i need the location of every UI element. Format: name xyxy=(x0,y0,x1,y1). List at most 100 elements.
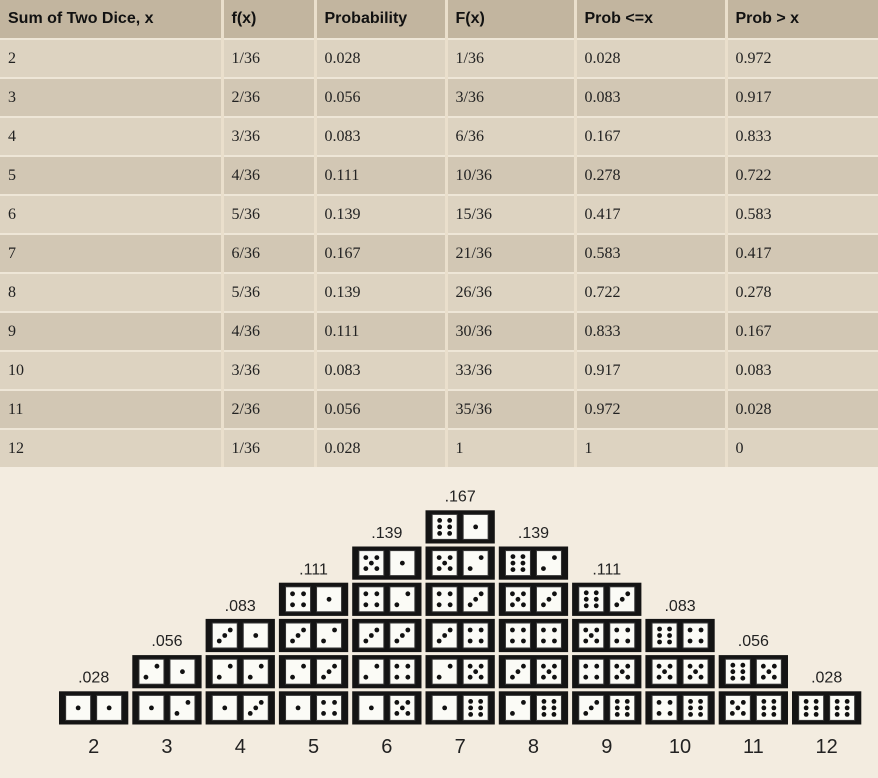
die-face-2 xyxy=(285,658,312,685)
header-cumulative-fx: F(x) xyxy=(446,0,577,39)
die-face-2 xyxy=(169,694,196,721)
cell-probability: 0.139 xyxy=(315,194,448,234)
cell-sum: 10 xyxy=(0,350,224,390)
probability-table: Sum of Two Dice, x f(x) Probability F(x)… xyxy=(0,0,878,467)
die-face-5 xyxy=(504,586,531,613)
cell-sum: 12 xyxy=(0,428,224,467)
cell-probability: 0.028 xyxy=(315,428,448,467)
die-face-5 xyxy=(535,658,562,685)
cell-fx: 5/36 xyxy=(222,272,317,312)
cell-fx: 4/36 xyxy=(222,155,317,195)
cell-cumulative-fx: 3/36 xyxy=(446,77,577,117)
die-face-4 xyxy=(285,586,312,613)
die-face-2 xyxy=(211,658,238,685)
die-face-3 xyxy=(431,622,458,649)
die-face-1 xyxy=(211,694,238,721)
cell-probability: 0.056 xyxy=(315,389,448,429)
bar-value-label: .111 xyxy=(299,561,328,578)
bar-7 xyxy=(425,510,495,725)
cell-probability: 0.139 xyxy=(315,272,448,312)
cell-prob-leq: 0.972 xyxy=(575,389,728,429)
x-tick-label: 11 xyxy=(743,736,764,758)
die-face-5 xyxy=(578,622,605,649)
cell-sum: 2 xyxy=(0,38,224,78)
bar-value-label: .139 xyxy=(371,525,402,542)
die-face-3 xyxy=(211,622,238,649)
cell-fx: 3/36 xyxy=(222,350,317,390)
table-row: 9 4/36 0.111 30/36 0.833 0.167 xyxy=(0,311,878,351)
x-tick-label: 7 xyxy=(455,736,466,758)
die-face-1 xyxy=(65,694,92,721)
cell-probability: 0.111 xyxy=(315,311,448,351)
die-face-6 xyxy=(798,694,825,721)
dice-distribution-chart: .028 2 .056 3 .083 4 .111 5 .139 6 .167 7 .139 8 .111 9… xyxy=(59,488,862,758)
table-row: 7 6/36 0.167 21/36 0.583 0.417 xyxy=(0,233,878,273)
die-face-4 xyxy=(535,622,562,649)
die-face-3 xyxy=(578,694,605,721)
bar-5 xyxy=(278,582,349,725)
bar-value-label: .139 xyxy=(518,525,549,542)
bar-6 xyxy=(352,546,422,725)
table-row: 10 3/36 0.083 33/36 0.917 0.083 xyxy=(0,350,878,390)
x-tick-label: 3 xyxy=(161,736,172,758)
die-face-1 xyxy=(169,658,196,685)
die-face-6 xyxy=(682,694,709,721)
die-face-3 xyxy=(462,586,489,613)
die-face-4 xyxy=(504,622,531,649)
die-face-6 xyxy=(462,694,489,721)
cell-sum: 4 xyxy=(0,116,224,156)
die-face-1 xyxy=(285,694,312,721)
die-face-4 xyxy=(389,658,416,685)
cell-prob-leq: 0.722 xyxy=(575,272,728,312)
die-face-1 xyxy=(358,694,385,721)
die-face-3 xyxy=(389,622,416,649)
cell-cumulative-fx: 26/36 xyxy=(446,272,577,312)
cell-prob-leq: 0.417 xyxy=(575,194,728,234)
bar-value-label: .111 xyxy=(592,561,621,578)
table-row: 3 2/36 0.056 3/36 0.083 0.917 xyxy=(0,77,878,117)
cell-cumulative-fx: 1/36 xyxy=(446,38,577,78)
x-tick-label: 6 xyxy=(381,736,392,758)
bar-value-label: .083 xyxy=(664,598,695,615)
cell-sum: 11 xyxy=(0,389,224,429)
die-face-2 xyxy=(504,694,531,721)
cell-probability: 0.167 xyxy=(315,233,448,273)
die-face-1 xyxy=(431,694,458,721)
die-face-1 xyxy=(462,513,489,540)
die-face-4 xyxy=(578,658,605,685)
x-tick-label: 5 xyxy=(308,736,319,758)
cell-probability: 0.028 xyxy=(315,38,448,78)
table-row: 5 4/36 0.111 10/36 0.278 0.722 xyxy=(0,155,878,195)
die-face-1 xyxy=(242,622,269,649)
cell-sum: 3 xyxy=(0,77,224,117)
cell-prob-gt: 0.028 xyxy=(726,389,878,429)
die-face-2 xyxy=(242,658,269,685)
table-row: 4 3/36 0.083 6/36 0.167 0.833 xyxy=(0,116,878,156)
cell-fx: 5/36 xyxy=(222,194,317,234)
bar-value-label: .083 xyxy=(225,598,256,615)
die-face-6 xyxy=(504,550,531,577)
cell-prob-leq: 0.833 xyxy=(575,311,728,351)
die-face-3 xyxy=(504,658,531,685)
die-face-4 xyxy=(651,694,678,721)
cell-fx: 4/36 xyxy=(222,311,317,351)
die-face-6 xyxy=(578,586,605,613)
bar-11 xyxy=(718,655,788,725)
bar-3 xyxy=(132,655,202,725)
die-face-5 xyxy=(389,694,416,721)
cell-probability: 0.056 xyxy=(315,77,448,117)
cell-prob-gt: 0.167 xyxy=(726,311,878,351)
die-face-4 xyxy=(358,586,385,613)
x-tick-label: 12 xyxy=(816,736,838,758)
die-face-3 xyxy=(285,622,312,649)
header-prob-leq: Prob <=x xyxy=(575,0,728,39)
die-face-6 xyxy=(431,513,458,540)
die-face-4 xyxy=(316,694,343,721)
x-tick-label: 4 xyxy=(235,736,246,758)
die-face-1 xyxy=(389,550,416,577)
cell-prob-gt: 0.278 xyxy=(726,272,878,312)
cell-cumulative-fx: 21/36 xyxy=(446,233,577,273)
bar-8 xyxy=(498,546,569,725)
cell-cumulative-fx: 10/36 xyxy=(446,155,577,195)
header-probability: Probability xyxy=(315,0,448,39)
